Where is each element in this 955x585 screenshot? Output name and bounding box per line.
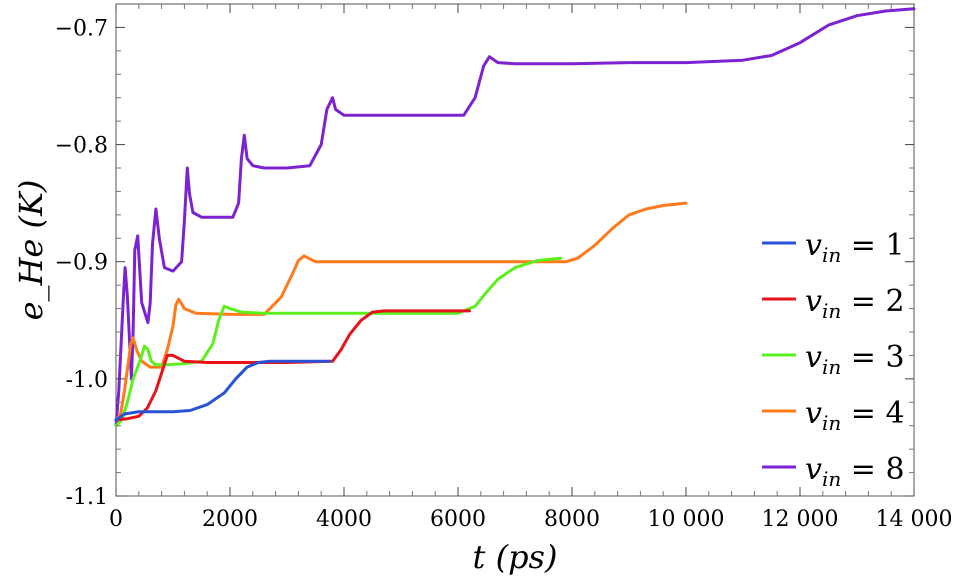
legend-entry: vin = 2	[805, 284, 905, 323]
x-tick-label: 8000	[544, 507, 600, 532]
x-tick-label: 14 000	[876, 507, 953, 532]
x-tick-label: 2000	[202, 507, 258, 532]
series-line-4	[114, 201, 688, 422]
y-axis-label: e_He (K)	[12, 180, 50, 321]
legend-entry: vin = 3	[805, 340, 905, 379]
plot-frame	[115, 3, 915, 497]
y-tick-label: −0.7	[55, 16, 108, 41]
x-tick-label: 6000	[430, 507, 486, 532]
series-line-1	[114, 359, 332, 422]
axis-ticks: 0 2000 4000 6000 8000 10 000 12 000 14 000 -1.1 -…	[55, 4, 953, 532]
legend-entry: vin = 8	[805, 452, 905, 491]
series-line-2	[114, 309, 471, 422]
y-tick-label: −0.8	[55, 134, 108, 159]
series-line-5	[114, 7, 916, 428]
x-axis-label: t (ps)	[473, 538, 558, 576]
x-tick-label: 12 000	[762, 507, 839, 532]
x-tick-label: 0	[109, 507, 123, 532]
legend-entry: vin = 1	[805, 228, 905, 267]
y-tick-label: -1.0	[66, 368, 108, 393]
x-tick-label: 4000	[316, 507, 372, 532]
x-tick-label: 10 000	[648, 507, 725, 532]
legend-entry: vin = 4	[805, 396, 905, 435]
plot-border	[115, 3, 915, 497]
legend: vin = 1 vin = 2 vin = 3 vin = 4 vin = 8	[762, 228, 905, 491]
axis-titles: t (ps) e_He (K)	[12, 180, 557, 576]
series-line-3	[114, 256, 563, 428]
series-layer	[114, 7, 916, 428]
y-tick-label: -1.1	[66, 485, 108, 510]
y-tick-label: −0.9	[55, 251, 108, 276]
